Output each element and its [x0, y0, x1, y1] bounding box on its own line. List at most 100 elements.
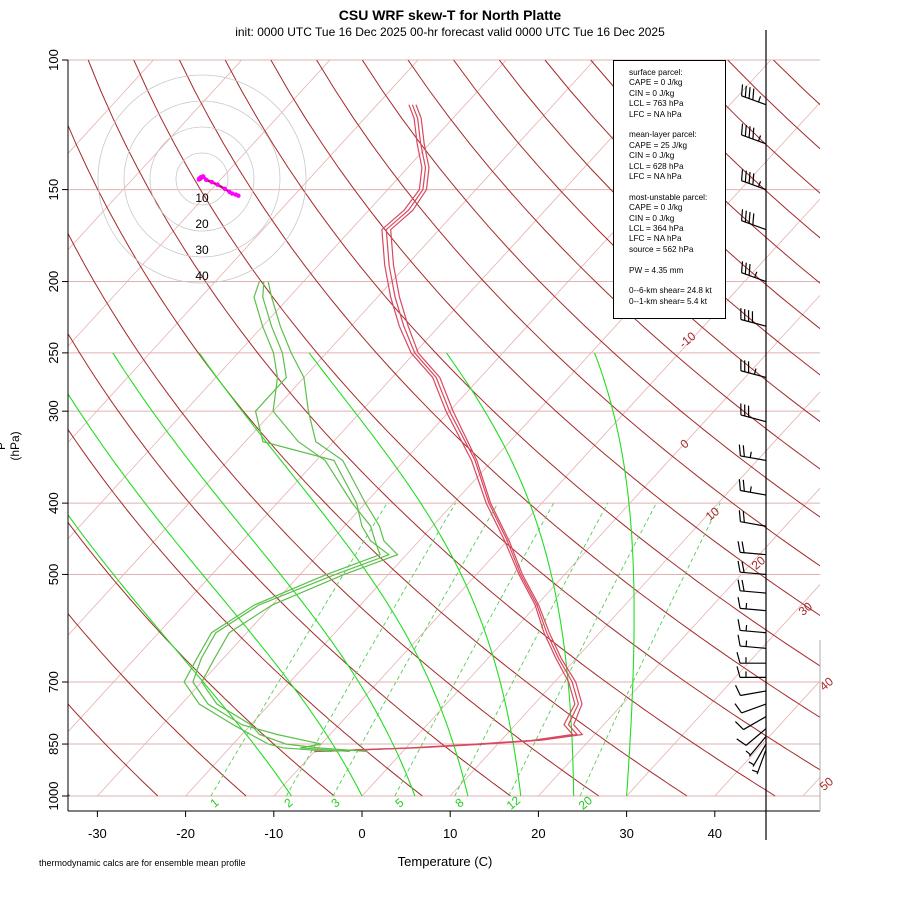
barb-flag [734, 703, 743, 714]
dry-adiabat-390 [407, 60, 820, 470]
dewpoint-profile [183, 281, 381, 753]
dewpoint-profile [192, 281, 391, 753]
barb-flag [737, 541, 741, 553]
wind-barb [734, 684, 767, 697]
y-tick-label: 150 [46, 179, 61, 201]
wind-barb [734, 703, 767, 714]
barb-flag [741, 579, 745, 592]
temperature-profile [314, 104, 584, 753]
barb-half-flag [757, 181, 762, 188]
dry-adiabat-350 [224, 60, 820, 667]
isotherm-label: 30 [796, 599, 815, 619]
wind-barb [751, 749, 767, 775]
barb-half-flag [745, 602, 748, 609]
most-unstable-lfc: LFC = NA hPa [629, 234, 682, 244]
wind-barb [736, 666, 766, 678]
barb-flag [740, 123, 744, 136]
barb-flag [738, 444, 741, 456]
surface-lfc: LFC = NA hPa [629, 109, 682, 119]
dry-adiabat-310 [68, 124, 688, 797]
hodograph-point [203, 177, 209, 182]
hodograph-ring-label: 40 [195, 269, 209, 283]
hodograph-ring-label: 10 [195, 191, 209, 205]
mixing-ratio-label: 5 [392, 795, 406, 810]
surface-cin: CIN = 0 J/kg [629, 88, 675, 98]
isotherm--70 [68, 60, 419, 444]
barb-flag [744, 210, 747, 223]
moist-adiabat-24 [446, 352, 575, 796]
barb-flag [744, 262, 747, 275]
barb-staff [740, 590, 767, 594]
barb-staff [741, 180, 767, 191]
wind-barb [736, 728, 767, 746]
barb-staff [740, 318, 767, 327]
hodograph-point [201, 174, 206, 179]
barb-flag [740, 209, 744, 221]
mixing-ratio-3 [332, 502, 499, 797]
most-unstable-parcel-title: most-unstable parcel: [629, 192, 708, 202]
dry-adiabat-320 [87, 60, 776, 797]
most-unstable-cape: CAPE = 0 J/kg [629, 203, 683, 213]
wind-barb [740, 403, 767, 423]
barb-flag [748, 263, 751, 276]
x-axis-label: Temperature (C) [397, 854, 493, 869]
hodograph-point [229, 191, 235, 196]
mixing-ratio-5 [394, 502, 555, 797]
mixing-ratio-12 [508, 502, 657, 797]
barb-half-flag [745, 624, 748, 632]
barb-flag [752, 213, 755, 225]
x-tick-label: 40 [708, 826, 722, 841]
barb-flag [742, 445, 745, 457]
moist-adiabat-18 [308, 352, 522, 797]
barb-staff [741, 95, 767, 106]
hodograph-point [209, 179, 215, 185]
isotherm--10 [273, 198, 820, 797]
barb-flag [740, 84, 744, 96]
hodograph-ring-label: 30 [195, 243, 209, 257]
wind-barb [738, 479, 767, 496]
barb-staff [740, 414, 767, 423]
mean-layer-parcel-title: mean-layer parcel: [629, 130, 697, 140]
dewpoint-profile [200, 281, 399, 753]
isotherm--60 [68, 60, 507, 540]
wind-barb [740, 84, 767, 106]
barb-half-flag [754, 271, 758, 278]
temperature-profile [314, 104, 576, 753]
barb-flag [742, 511, 745, 523]
hodograph-ring-label: 20 [195, 217, 209, 231]
most-unstable-lcl: LCL = 364 hPa [629, 224, 684, 234]
mean-layer-lcl: LCL = 628 hPa [629, 161, 684, 171]
dry-adiabat-400 [453, 60, 820, 423]
wind-barb [740, 169, 767, 191]
mean-layer-cape: CAPE = 25 J/kg [629, 140, 688, 150]
barb-flag [748, 212, 751, 224]
barb-flag [740, 169, 744, 181]
barb-staff [741, 134, 767, 145]
barb-half-flag [749, 451, 752, 458]
sounding-profiles [183, 104, 584, 753]
mixing-ratio-label: 1 [207, 795, 221, 810]
wind-barb [737, 579, 767, 594]
moist-adiabat-6 [112, 352, 416, 797]
mixing-ratio-label: 2 [281, 795, 295, 810]
moist-adiabat-30 [593, 352, 635, 797]
wind-barb [740, 261, 767, 283]
barb-flag [734, 721, 744, 731]
barb-flag [738, 479, 741, 491]
dry-adiabat-370 [316, 60, 820, 567]
barb-half-flag [757, 96, 762, 103]
barb-staff [748, 736, 767, 757]
barb-staff [752, 743, 767, 767]
x-tick-label: -20 [176, 826, 195, 841]
wind-barb [740, 308, 767, 327]
dry-adiabat-300 [68, 232, 600, 797]
stability-indices-box: surface parcel: CAPE = 0 J/kg CIN = 0 J/… [613, 60, 726, 319]
barb-flag [737, 619, 741, 631]
barb-flag [752, 88, 755, 100]
barb-staff [743, 716, 767, 731]
barb-flag [744, 170, 747, 183]
barb-staff [741, 272, 767, 283]
isobar-lines [68, 59, 820, 797]
y-tick-label: 500 [46, 564, 61, 586]
